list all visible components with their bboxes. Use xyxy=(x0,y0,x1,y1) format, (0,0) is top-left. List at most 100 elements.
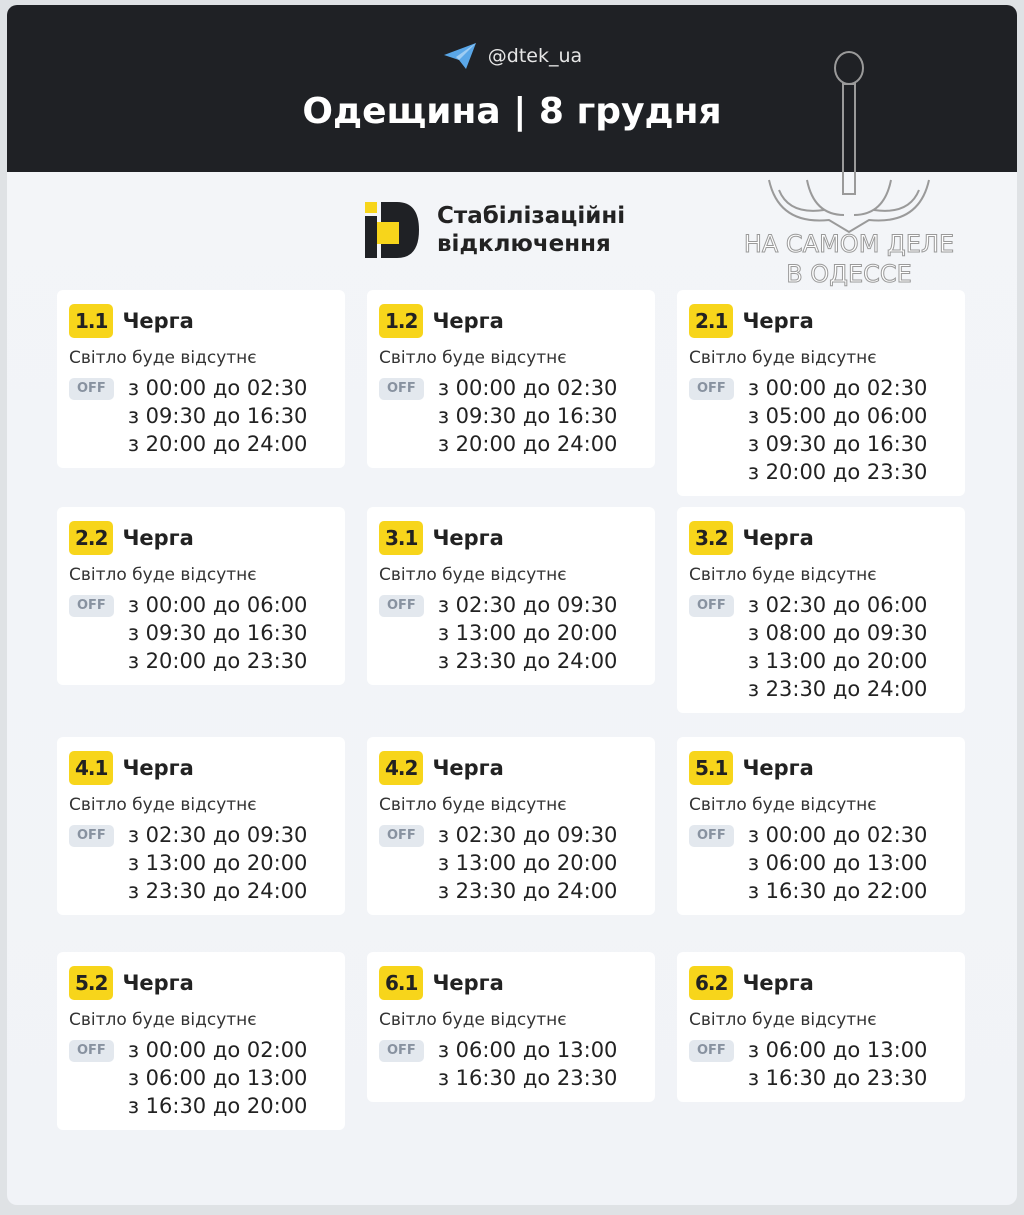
schedule-poster: @dtek_ua Одещина | 8 грудня Стабілізацій… xyxy=(7,5,1017,1205)
time-range: з 02:30 до 06:00 xyxy=(747,593,928,617)
dtek-logo xyxy=(365,202,419,258)
brand-line2: відключення xyxy=(437,231,611,257)
queue-badge: 6.2 xyxy=(689,966,734,1000)
off-badge: OFF xyxy=(379,378,424,400)
queue-card: 2.2 Черга Світло буде відсутнє OFF з 00:00… xyxy=(57,507,345,685)
time-range: з 06:00 до 13:00 xyxy=(747,851,928,875)
queue-badge: 4.2 xyxy=(379,751,424,785)
status-text: Світло буде відсутнє xyxy=(69,565,257,585)
queue-card: 4.2 Черга Світло буде відсутнє OFF з 02:30… xyxy=(367,737,655,915)
status-text: Світло буде відсутнє xyxy=(69,348,257,368)
header: @dtek_ua Одещина | 8 грудня xyxy=(7,5,1017,172)
queue-card: 2.1 Черга Світло буде відсутнє OFF з 00:00… xyxy=(677,290,965,496)
queue-card: 5.2 Черга Світло буде відсутнє OFF з 00:00… xyxy=(57,952,345,1130)
queue-label: Черга xyxy=(432,756,504,780)
queue-label: Черга xyxy=(432,526,504,550)
time-range: з 23:30 до 24:00 xyxy=(437,879,618,903)
queue-badge: 3.2 xyxy=(689,521,734,555)
channel-handle: @dtek_ua xyxy=(7,41,1017,71)
time-range: з 20:00 до 23:30 xyxy=(127,649,308,673)
status-text: Світло буде відсутнє xyxy=(379,1010,567,1030)
queue-badge: 3.1 xyxy=(379,521,424,555)
time-range: з 16:30 до 23:30 xyxy=(437,1066,618,1090)
time-range: з 00:00 до 06:00 xyxy=(127,593,308,617)
telegram-icon xyxy=(443,43,476,69)
status-text: Світло буде відсутнє xyxy=(379,565,567,585)
status-text: Світло буде відсутнє xyxy=(69,795,257,815)
queue-label: Черга xyxy=(432,309,504,333)
queue-label: Черга xyxy=(742,309,814,333)
time-range: з 16:30 до 22:00 xyxy=(747,879,928,903)
off-badge: OFF xyxy=(689,825,734,847)
queue-label: Черга xyxy=(122,309,194,333)
queue-label: Черга xyxy=(122,756,194,780)
off-badge: OFF xyxy=(379,825,424,847)
queue-card: 4.1 Черга Світло буде відсутнє OFF з 02:30… xyxy=(57,737,345,915)
time-range: з 00:00 до 02:00 xyxy=(127,1038,308,1062)
queue-label: Черга xyxy=(742,756,814,780)
time-range: з 02:30 до 09:30 xyxy=(437,593,618,617)
queue-label: Черга xyxy=(122,526,194,550)
page-title: Одещина | 8 грудня xyxy=(302,91,722,132)
queue-card: 3.1 Черга Світло буде відсутнє OFF з 02:30… xyxy=(367,507,655,685)
time-range: з 06:00 до 13:00 xyxy=(437,1038,618,1062)
brand: Стабілізаційні відключення xyxy=(365,202,625,258)
time-range: з 23:30 до 24:00 xyxy=(127,879,308,903)
off-badge: OFF xyxy=(379,1040,424,1062)
time-range: з 16:30 до 23:30 xyxy=(747,1066,928,1090)
off-badge: OFF xyxy=(69,1040,114,1062)
watermark-line2: В ОДЕССЕ xyxy=(786,260,913,289)
queue-badge: 6.1 xyxy=(379,966,424,1000)
time-range: з 23:30 до 24:00 xyxy=(747,677,928,701)
time-range: з 09:30 до 16:30 xyxy=(437,404,618,428)
off-badge: OFF xyxy=(689,378,734,400)
queue-card: 6.1 Черга Світло буде відсутнє OFF з 06:00… xyxy=(367,952,655,1102)
queue-label: Черга xyxy=(432,971,504,995)
off-badge: OFF xyxy=(689,595,734,617)
time-range: з 08:00 до 09:30 xyxy=(747,621,928,645)
off-badge: OFF xyxy=(69,825,114,847)
queue-card: 6.2 Черга Світло буде відсутнє OFF з 06:00… xyxy=(677,952,965,1102)
off-badge: OFF xyxy=(69,378,114,400)
queue-card: 5.1 Черга Світло буде відсутнє OFF з 00:00… xyxy=(677,737,965,915)
queue-badge: 5.1 xyxy=(689,751,734,785)
time-range: з 09:30 до 16:30 xyxy=(127,404,308,428)
time-range: з 20:00 до 24:00 xyxy=(127,432,308,456)
time-range: з 20:00 до 23:30 xyxy=(747,460,928,484)
time-range: з 23:30 до 24:00 xyxy=(437,649,618,673)
queue-card: 1.1 Черга Світло буде відсутнє OFF з 00:00… xyxy=(57,290,345,468)
queue-label: Черга xyxy=(742,526,814,550)
time-range: з 02:30 до 09:30 xyxy=(437,823,618,847)
time-range: з 13:00 до 20:00 xyxy=(127,851,308,875)
time-range: з 09:30 до 16:30 xyxy=(127,621,308,645)
time-range: з 13:00 до 20:00 xyxy=(437,621,618,645)
time-range: з 13:00 до 20:00 xyxy=(747,649,928,673)
time-range: з 09:30 до 16:30 xyxy=(747,432,928,456)
queue-label: Черга xyxy=(742,971,814,995)
status-text: Світло буде відсутнє xyxy=(379,348,567,368)
time-range: з 02:30 до 09:30 xyxy=(127,823,308,847)
queue-card: 1.2 Черга Світло буде відсутнє OFF з 00:00… xyxy=(367,290,655,468)
queue-badge: 2.2 xyxy=(69,521,114,555)
status-text: Світло буде відсутнє xyxy=(689,348,877,368)
time-range: з 06:00 до 13:00 xyxy=(127,1066,308,1090)
off-badge: OFF xyxy=(69,595,114,617)
off-badge: OFF xyxy=(379,595,424,617)
brand-line1: Стабілізаційні xyxy=(437,203,626,229)
status-text: Світло буде відсутнє xyxy=(689,565,877,585)
off-badge: OFF xyxy=(689,1040,734,1062)
queue-label: Черга xyxy=(122,971,194,995)
time-range: з 00:00 до 02:30 xyxy=(747,376,928,400)
status-text: Світло буде відсутнє xyxy=(689,1010,877,1030)
handle-text: @dtek_ua xyxy=(487,45,583,67)
queue-badge: 1.2 xyxy=(379,304,424,338)
time-range: з 05:00 до 06:00 xyxy=(747,404,928,428)
time-range: з 16:30 до 20:00 xyxy=(127,1094,308,1118)
status-text: Світло буде відсутнє xyxy=(689,795,877,815)
time-range: з 20:00 до 24:00 xyxy=(437,432,618,456)
time-range: з 00:00 до 02:30 xyxy=(747,823,928,847)
time-range: з 06:00 до 13:00 xyxy=(747,1038,928,1062)
status-text: Світло буде відсутнє xyxy=(69,1010,257,1030)
queue-badge: 4.1 xyxy=(69,751,114,785)
queue-badge: 1.1 xyxy=(69,304,114,338)
